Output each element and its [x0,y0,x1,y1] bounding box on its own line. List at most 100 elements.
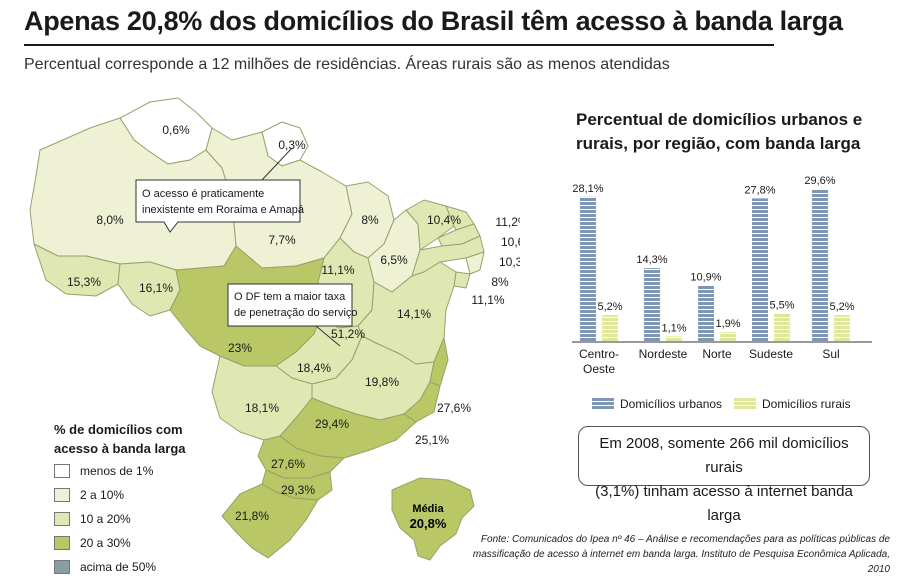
state-label-am: 8,0% [96,213,124,227]
legend-item-10-20: 10 a 20% [54,510,131,528]
legend-label: 20 a 30% [80,536,131,550]
bar-label-rural-2: 1,9% [715,318,740,330]
bar-urban-4 [812,189,828,342]
state-label-go: 18,4% [297,361,331,375]
source-line2: massificação de acesso à internet em ban… [472,549,890,575]
callout-df-line2: de penetração do serviço [234,307,358,319]
state-label-df: 51,2% [331,327,365,341]
state-rs [221,483,319,559]
legend-swatch [54,536,70,550]
note-line1: Em 2008, somente 266 mil domicílios rura… [599,435,849,476]
bar-label-rural-1: 1,1% [661,322,686,334]
state-label-ro: 16,1% [139,281,173,295]
source-citation: Fonte: Comunicados do Ipea nº 46 – Análi… [470,532,890,577]
callout-df-line1: O DF tem a maior taxa [234,291,346,303]
callout-rr-ap-line2: inexistente em Roraima e Amapá [142,204,305,216]
average-value: 20,8% [410,516,447,531]
legend-item-lt1: menos de 1% [54,462,153,480]
bar-rural-0 [602,315,618,342]
state-label-ma: 8% [361,213,379,227]
callout-rr-ap-line1: O acesso é praticamente [142,188,264,200]
state-label-pa: 7,7% [268,233,296,247]
legend-title: % de domicílios com acesso à banda larga [54,420,186,458]
regional-bar-chart: 28,1% 5,2% Centro-Oeste 14,3% 1,1% Nordeste 10… [572,175,872,411]
state-label-al: 8% [491,275,509,289]
state-label-sp: 29,4% [315,417,349,431]
state-label-rj: 25,1% [415,433,449,447]
bar-urban-1 [644,268,660,342]
state-labels: 0,6% 0,3% 8,0% 7,7% 8% 6,5% 10,4% 11,2% 10,6% 10,… [67,123,520,523]
bar-label-urban-2: 10,9% [690,272,721,284]
average-label: Média [412,503,444,515]
state-shapes [29,97,485,559]
state-label-pe: 10,3% [499,255,520,269]
state-label-rs: 21,8% [235,509,269,523]
state-label-mg: 19,8% [365,375,399,389]
state-label-ce: 10,4% [427,213,461,227]
category-label-1: Nordeste [639,347,688,361]
bar-label-urban-4: 29,6% [804,175,835,187]
bar-label-urban-1: 14,3% [636,254,667,266]
series-legend-swatch-0 [592,398,614,410]
state-label-to: 11,1% [321,263,354,277]
state-label-se: 11,1% [471,293,504,307]
bar-urban-2 [698,285,714,342]
state-label-rn: 11,2% [495,215,520,229]
note-line2: (3,1%) tinham acesso à internet banda la… [595,483,853,524]
legend-swatch [54,464,70,478]
state-al [465,251,485,275]
bar-label-rural-4: 5,2% [829,301,854,313]
callout-roraima-amapa: O acesso é praticamente inexistente em R… [135,147,305,233]
legend-label: acima de 50% [80,560,157,574]
brazil-inset-shape [391,477,475,561]
bar-label-urban-3: 27,8% [744,184,775,196]
bar-rural-1 [666,336,682,342]
legend-title-line1: % de domicílios com [54,422,183,437]
bar-rural-3 [774,313,790,342]
state-label-sc: 29,3% [281,483,315,497]
state-label-es: 27,6% [437,401,471,415]
chart-title: Percentual de domicílios urbanos e rurai… [576,110,863,153]
series-legend-swatch-1 [734,398,756,410]
legend-item-20-30: 20 a 30% [54,534,131,552]
state-label-pr: 27,6% [271,457,305,471]
state-label-pb: 10,6% [501,235,520,249]
state-label-ms: 18,1% [245,401,279,415]
bar-label-rural-0: 5,2% [597,301,622,313]
bar-urban-3 [752,198,768,342]
category-label-0: Oeste [583,362,615,376]
state-label-mt: 23% [228,341,252,355]
legend-swatch [54,488,70,502]
legend-swatch [54,512,70,526]
page-title: Apenas 20,8% dos domicílios do Brasil tê… [24,6,843,36]
title-divider [24,44,774,46]
legend-label: 10 a 20% [80,512,131,526]
state-label-ac: 15,3% [67,275,101,289]
bar-rural-4 [834,315,850,342]
callout-df: O DF tem a maior taxa de penetração do s… [227,283,358,347]
category-label-3: Sudeste [749,347,793,361]
legend-label: 2 a 10% [80,488,125,502]
state-se [453,271,471,289]
category-label-4: Sul [822,347,839,361]
legend-item-2-10: 2 a 10% [54,486,124,504]
legend-item-gt50: acima de 50% [54,558,156,576]
state-label-ap: 0,3% [278,138,306,152]
category-label-0: Centro- [579,347,619,361]
series-legend-label-0: Domicílios urbanos [620,397,722,411]
category-label-2: Norte [702,347,732,361]
brazil-map: 0,6% 0,3% 8,0% 7,7% 8% 6,5% 10,4% 11,2% 10,6% 10,… [29,97,520,561]
state-label-pi: 6,5% [380,253,408,267]
state-ce [405,199,455,251]
bar-urban-0 [580,196,596,342]
legend-swatch [54,560,70,574]
source-line1: Fonte: Comunicados do Ipea nº 46 – Análi… [480,534,890,545]
bar-label-urban-0: 28,1% [572,183,603,195]
state-label-rr: 0,6% [162,123,190,137]
bar-rural-2 [720,332,736,342]
state-es [429,337,449,387]
legend-title-line2: acesso à banda larga [54,441,186,456]
legend-label: menos de 1% [80,464,154,478]
page-subtitle: Percentual corresponde a 12 milhões de r… [24,56,670,73]
average-inset: Média 20,8% [391,477,475,561]
